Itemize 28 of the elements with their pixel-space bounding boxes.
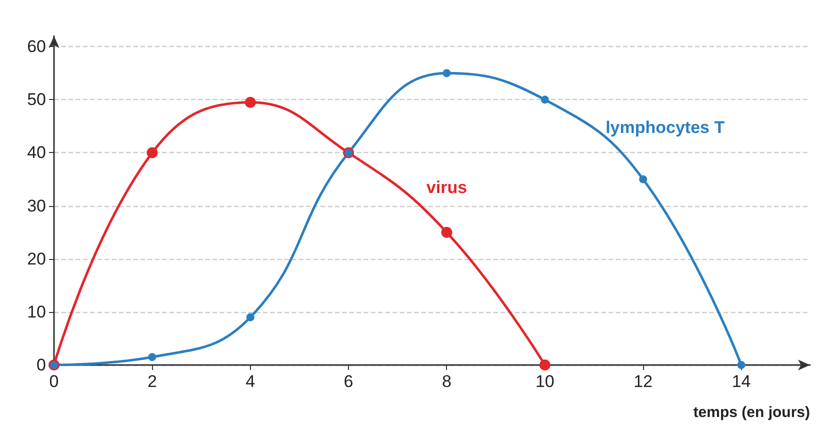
y-tick-label: 10 [27,302,46,322]
point [146,147,158,158]
x-tick-label: 12 [634,372,653,391]
point [441,226,452,238]
y-tick-label: 50 [27,90,46,110]
point [539,360,550,370]
y-tick-label: 60 [27,37,46,56]
y-tick-label: 0 [36,356,46,374]
x-tick-label: 10 [535,372,554,391]
y-tick-label: 40 [27,143,46,162]
x-tick-label: 14 [732,372,751,391]
point [148,353,156,362]
point [246,313,254,322]
x-tick-label: 2 [147,372,157,391]
y-tick-label: 30 [27,196,46,216]
x-axis-title: temps (en jours) [693,404,810,421]
point [244,96,256,108]
point [540,96,549,104]
y-tick-label: 20 [27,249,46,268]
series-label: lymphocytes T [606,118,726,137]
x-tick-label: 6 [344,372,354,391]
point [737,361,746,369]
point [442,69,451,78]
x-tick-label: 0 [49,372,59,391]
series-label: virus [426,178,468,197]
x-tick-label: 8 [442,372,452,391]
point [639,175,648,184]
x-tick-label: 4 [246,372,256,391]
